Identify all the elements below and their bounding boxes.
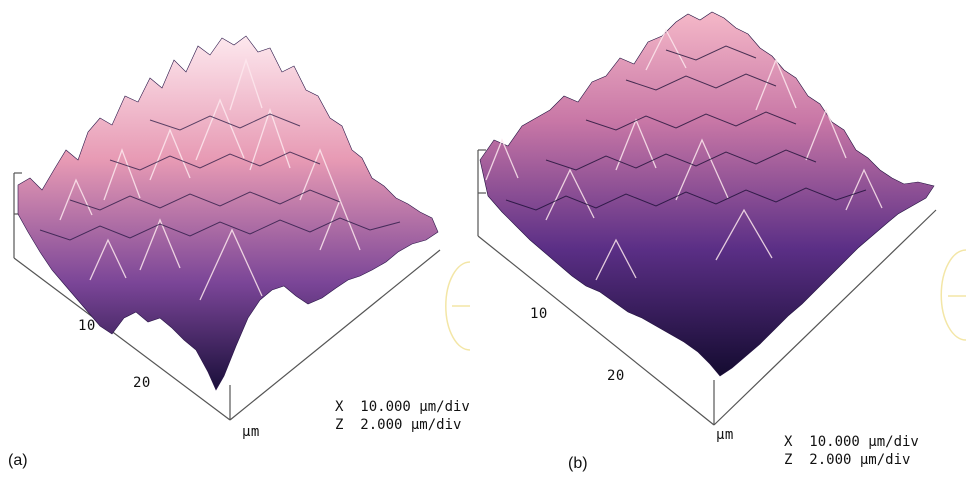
scale-x-b: X 10.000 μm/div <box>784 433 919 451</box>
panel-label-b: (b) <box>568 455 588 473</box>
tick-10-a: 10 <box>78 318 96 334</box>
cursor-arc-b <box>941 250 966 340</box>
surface-b <box>480 12 934 376</box>
axis-unit-a: μm <box>242 424 260 440</box>
tick-20-a: 20 <box>133 375 151 391</box>
surface-plot-b <box>466 0 971 479</box>
afm-panel-b: 10 20 μm X 10.000 μm/div Z 2.000 μm/div … <box>466 0 971 479</box>
afm-panel-a: 10 20 μm X 10.000 μm/div Z 2.000 μm/div … <box>0 0 490 479</box>
surface-a <box>18 36 438 390</box>
scale-x-a: X 10.000 μm/div <box>335 398 470 416</box>
tick-10-b: 10 <box>530 306 548 322</box>
tick-20-b: 20 <box>607 368 625 384</box>
panel-label-a: (a) <box>8 452 28 470</box>
scale-z-a: Z 2.000 μm/div <box>335 416 461 434</box>
scale-z-b: Z 2.000 μm/div <box>784 451 910 469</box>
axis-unit-b: μm <box>716 427 734 443</box>
